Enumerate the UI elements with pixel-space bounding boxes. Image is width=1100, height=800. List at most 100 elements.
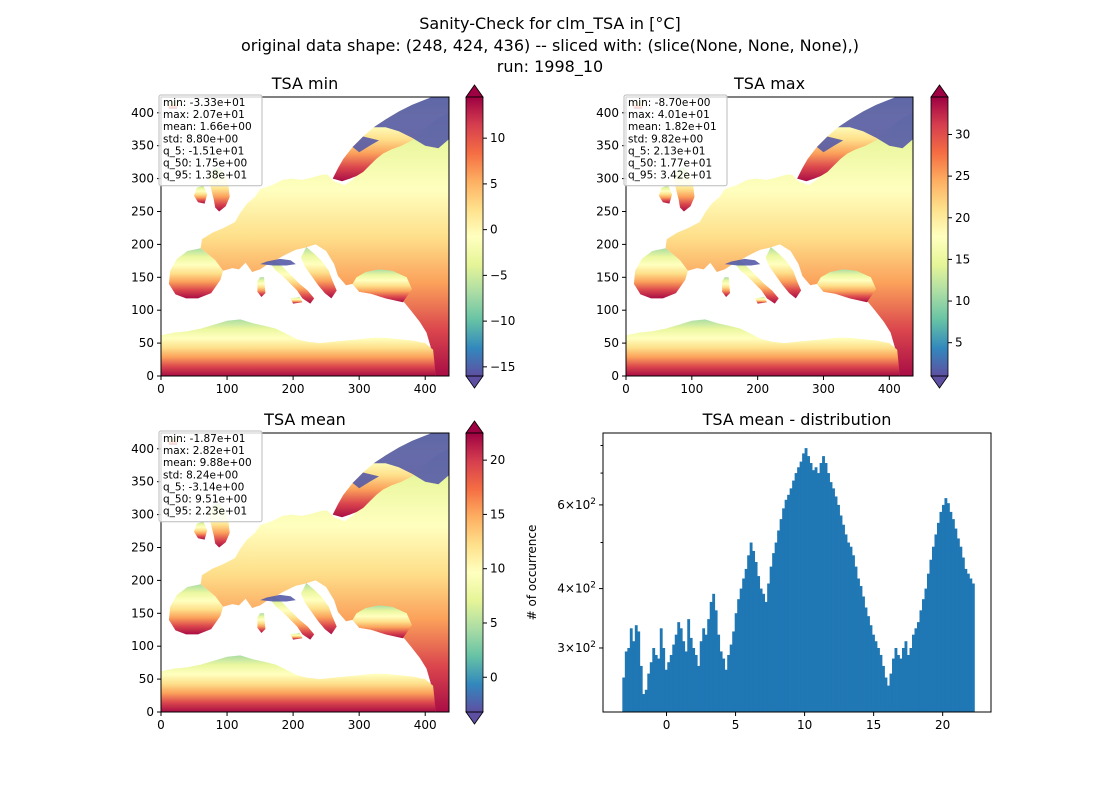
colorbar-tick-label: 10	[490, 131, 505, 145]
histogram-bar	[674, 634, 678, 712]
histogram-bar	[857, 578, 860, 712]
stats-line: q_50: 1.77e+01	[628, 158, 712, 170]
histogram-bar	[754, 562, 758, 712]
stats-line: max: 2.07e+01	[163, 109, 245, 121]
y-tick-label: 50	[604, 336, 619, 350]
histogram-bar	[904, 641, 908, 712]
y-tick-label: 400	[131, 442, 154, 456]
histogram-bar	[917, 622, 920, 712]
histogram-bar	[687, 619, 691, 712]
histogram-bar	[627, 647, 631, 712]
histogram-bar	[809, 463, 813, 712]
y-tick-label: 250	[131, 204, 154, 218]
histogram-bar	[817, 473, 820, 712]
histogram-bar	[697, 665, 701, 712]
colorbar-extend-max	[465, 420, 484, 434]
histogram-bar	[919, 610, 923, 712]
land-region-9	[161, 655, 436, 712]
y-tick-label: 350	[131, 475, 154, 489]
figure-suptitle-line1: Sanity-Check for clm_TSA in [°C]	[419, 14, 681, 33]
colorbar-tick-label: 10	[955, 294, 970, 308]
histogram-bar	[719, 651, 723, 712]
histogram-bar	[777, 530, 780, 712]
heatmap-field	[626, 97, 913, 376]
histogram-bar	[774, 542, 778, 712]
histogram-bar	[712, 593, 716, 712]
histogram-bar	[877, 647, 880, 712]
colorbar-tick-label: 5	[490, 177, 498, 191]
y-tick-label: 300	[596, 172, 619, 186]
histogram-bar	[966, 573, 970, 712]
histogram-bar	[679, 628, 683, 712]
histogram-bar	[672, 644, 676, 712]
colorbar-tick-label: −15	[490, 360, 515, 374]
histogram-bar	[872, 634, 875, 712]
histogram-bar	[926, 573, 930, 712]
colorbar	[931, 97, 948, 376]
histogram-bar	[874, 641, 878, 712]
histogram-bar	[847, 542, 850, 712]
histogram-bar	[744, 568, 748, 712]
histogram-bar	[946, 503, 950, 712]
histogram-bar	[782, 508, 785, 712]
land-region-10	[257, 277, 266, 297]
histogram-bar	[702, 628, 706, 712]
y-tick-label: 200	[131, 237, 154, 251]
stats-box	[623, 94, 728, 187]
land-region-1	[200, 433, 449, 712]
histogram-bar	[632, 641, 636, 712]
histogram-bar	[742, 578, 746, 712]
histogram-bar	[787, 494, 790, 712]
histogram-bar	[929, 559, 933, 712]
colorbar-extend-max	[930, 84, 949, 98]
colorbar-tick-label: 0	[490, 670, 498, 684]
histogram-bar	[951, 519, 955, 712]
land-region-9	[626, 319, 900, 376]
stats-line: max: 2.82e+01	[163, 445, 245, 457]
histogram-bar	[914, 628, 918, 712]
colorbar-tick-label: 15	[955, 252, 970, 266]
land-region-3	[735, 260, 779, 304]
histogram-bar	[664, 669, 668, 712]
histogram-bar	[642, 694, 646, 712]
colorbar-tick-label: 5	[955, 336, 963, 350]
land-region-11	[290, 297, 303, 304]
histogram-bar	[954, 528, 958, 712]
histogram-bar	[732, 631, 736, 712]
histogram-bar	[637, 631, 641, 712]
y-tick-label: 350	[131, 139, 154, 153]
y-tick-label: 0	[146, 369, 154, 383]
histogram-bar	[949, 511, 953, 712]
cold-region-1	[373, 97, 449, 149]
colorbar	[466, 433, 483, 712]
land-region-5	[816, 269, 877, 303]
histogram-bar	[924, 588, 928, 712]
colorbar-tick-label: 20	[490, 453, 505, 467]
histogram-bar	[882, 665, 885, 712]
land-region-5	[352, 605, 412, 639]
cold-region-2	[352, 136, 379, 153]
histogram-bar	[749, 542, 753, 712]
x-tick-label: 400	[878, 382, 901, 396]
histogram-bar	[727, 654, 731, 712]
histogram-bar	[694, 654, 698, 712]
stats-line: std: 9.82e+00	[628, 133, 703, 145]
histogram-bar	[854, 566, 858, 712]
x-tick-label: 300	[812, 382, 835, 396]
histogram-bar	[939, 511, 943, 712]
histogram-bars	[622, 448, 975, 712]
stats-box	[158, 94, 263, 187]
cold-region-2	[816, 136, 844, 153]
histogram-bar	[852, 555, 855, 712]
histogram-bar	[842, 524, 845, 712]
histogram-bar	[797, 467, 800, 712]
y-tick-label: 150	[596, 270, 619, 284]
land-region-2	[633, 248, 688, 299]
stats-line: min: -3.33e+01	[163, 97, 245, 109]
histogram-bar	[794, 473, 798, 712]
x-tick-label: 400	[414, 718, 437, 732]
histogram-bar	[684, 651, 688, 712]
panel-title: TSA mean - distribution	[702, 410, 892, 429]
figure-suptitle-line3: run: 1998_10	[496, 57, 604, 76]
stats-line: mean: 1.66e+00	[163, 121, 252, 133]
